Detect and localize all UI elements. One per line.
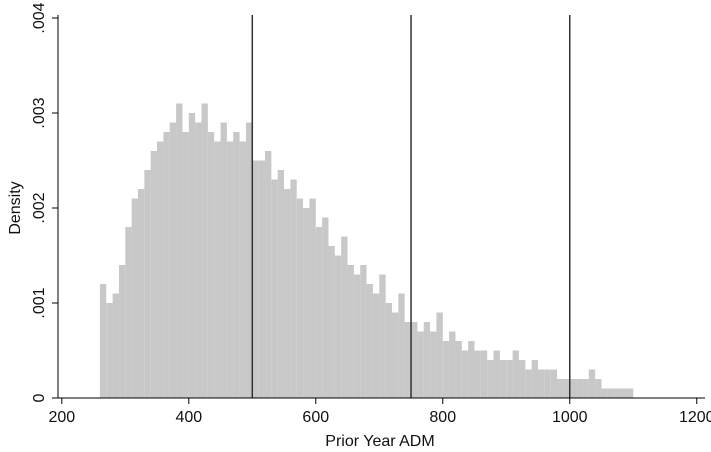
bar bbox=[518, 360, 526, 398]
x-axis-label: Prior Year ADM bbox=[325, 433, 434, 450]
bar bbox=[309, 198, 316, 398]
bar bbox=[118, 265, 126, 398]
bar bbox=[385, 303, 392, 398]
y-tick-label: .004 bbox=[31, 2, 48, 33]
bar bbox=[525, 369, 532, 398]
bar bbox=[264, 151, 272, 398]
bar bbox=[347, 265, 354, 398]
bar bbox=[360, 265, 367, 398]
bar bbox=[322, 217, 329, 398]
y-tick-label: .002 bbox=[31, 192, 48, 223]
bar bbox=[372, 293, 380, 398]
x-tick-label: 1000 bbox=[552, 409, 588, 426]
bar bbox=[277, 170, 285, 398]
bar bbox=[150, 151, 158, 398]
bar bbox=[239, 141, 246, 398]
bar bbox=[334, 255, 342, 398]
bar bbox=[595, 379, 602, 398]
bar bbox=[557, 379, 564, 398]
bar bbox=[506, 360, 513, 398]
bar bbox=[245, 122, 253, 398]
bar bbox=[176, 103, 183, 398]
bar bbox=[296, 198, 304, 398]
bar bbox=[417, 331, 424, 398]
bar bbox=[626, 388, 634, 398]
bar bbox=[480, 350, 488, 398]
bar bbox=[563, 379, 570, 398]
bar bbox=[436, 312, 443, 398]
bar bbox=[588, 369, 596, 398]
bar bbox=[461, 350, 469, 398]
x-tick-label: 800 bbox=[429, 409, 456, 426]
bar bbox=[423, 322, 431, 398]
bar bbox=[303, 208, 310, 398]
bar bbox=[195, 122, 202, 398]
bar bbox=[125, 227, 132, 398]
bar bbox=[404, 322, 412, 398]
bar bbox=[493, 350, 500, 398]
bar bbox=[220, 122, 227, 398]
bar bbox=[576, 379, 583, 398]
bar bbox=[163, 132, 170, 398]
bar bbox=[99, 284, 107, 398]
bar bbox=[353, 274, 361, 398]
bar bbox=[379, 274, 386, 398]
bar bbox=[544, 369, 551, 398]
bar bbox=[226, 141, 234, 398]
bar bbox=[538, 369, 545, 398]
bar bbox=[207, 132, 215, 398]
bar bbox=[620, 388, 627, 398]
bar bbox=[233, 132, 240, 398]
y-tick-label: .001 bbox=[31, 287, 48, 318]
bar bbox=[252, 160, 259, 398]
bar bbox=[411, 322, 418, 398]
bar bbox=[474, 350, 481, 398]
bar bbox=[550, 369, 558, 398]
bar bbox=[188, 113, 196, 398]
bar bbox=[157, 141, 164, 398]
bar bbox=[144, 170, 151, 398]
x-tick-label: 600 bbox=[302, 409, 329, 426]
bar bbox=[106, 303, 113, 398]
bar bbox=[468, 341, 475, 398]
bar bbox=[455, 341, 462, 398]
bar bbox=[315, 227, 323, 398]
bar bbox=[499, 360, 507, 398]
y-tick-label: .003 bbox=[31, 97, 48, 128]
bar bbox=[214, 141, 221, 398]
bar bbox=[601, 388, 608, 398]
bar bbox=[398, 293, 405, 398]
bar bbox=[169, 122, 177, 398]
x-tick-label: 200 bbox=[48, 409, 75, 426]
bar bbox=[201, 103, 208, 398]
bar bbox=[366, 284, 373, 398]
bar bbox=[112, 293, 119, 398]
bar bbox=[512, 350, 519, 398]
bar bbox=[258, 160, 265, 398]
bar bbox=[131, 198, 139, 398]
bar bbox=[290, 179, 297, 398]
bar bbox=[442, 341, 450, 398]
bar bbox=[614, 388, 621, 398]
bar bbox=[391, 312, 399, 398]
bar bbox=[607, 388, 615, 398]
bar bbox=[138, 189, 145, 398]
bar bbox=[582, 379, 589, 398]
bar bbox=[449, 331, 456, 398]
bar bbox=[487, 360, 494, 398]
x-tick-label: 400 bbox=[175, 409, 202, 426]
y-tick-label: 0 bbox=[31, 393, 48, 402]
bar bbox=[531, 360, 539, 398]
bar bbox=[569, 379, 577, 398]
x-tick-label: 1200 bbox=[679, 409, 711, 426]
bar bbox=[271, 179, 278, 398]
bar bbox=[341, 236, 348, 398]
bar bbox=[284, 189, 291, 398]
y-axis-label: Density bbox=[7, 181, 24, 234]
bar bbox=[430, 331, 437, 398]
bar bbox=[328, 246, 335, 398]
bar bbox=[182, 132, 189, 398]
